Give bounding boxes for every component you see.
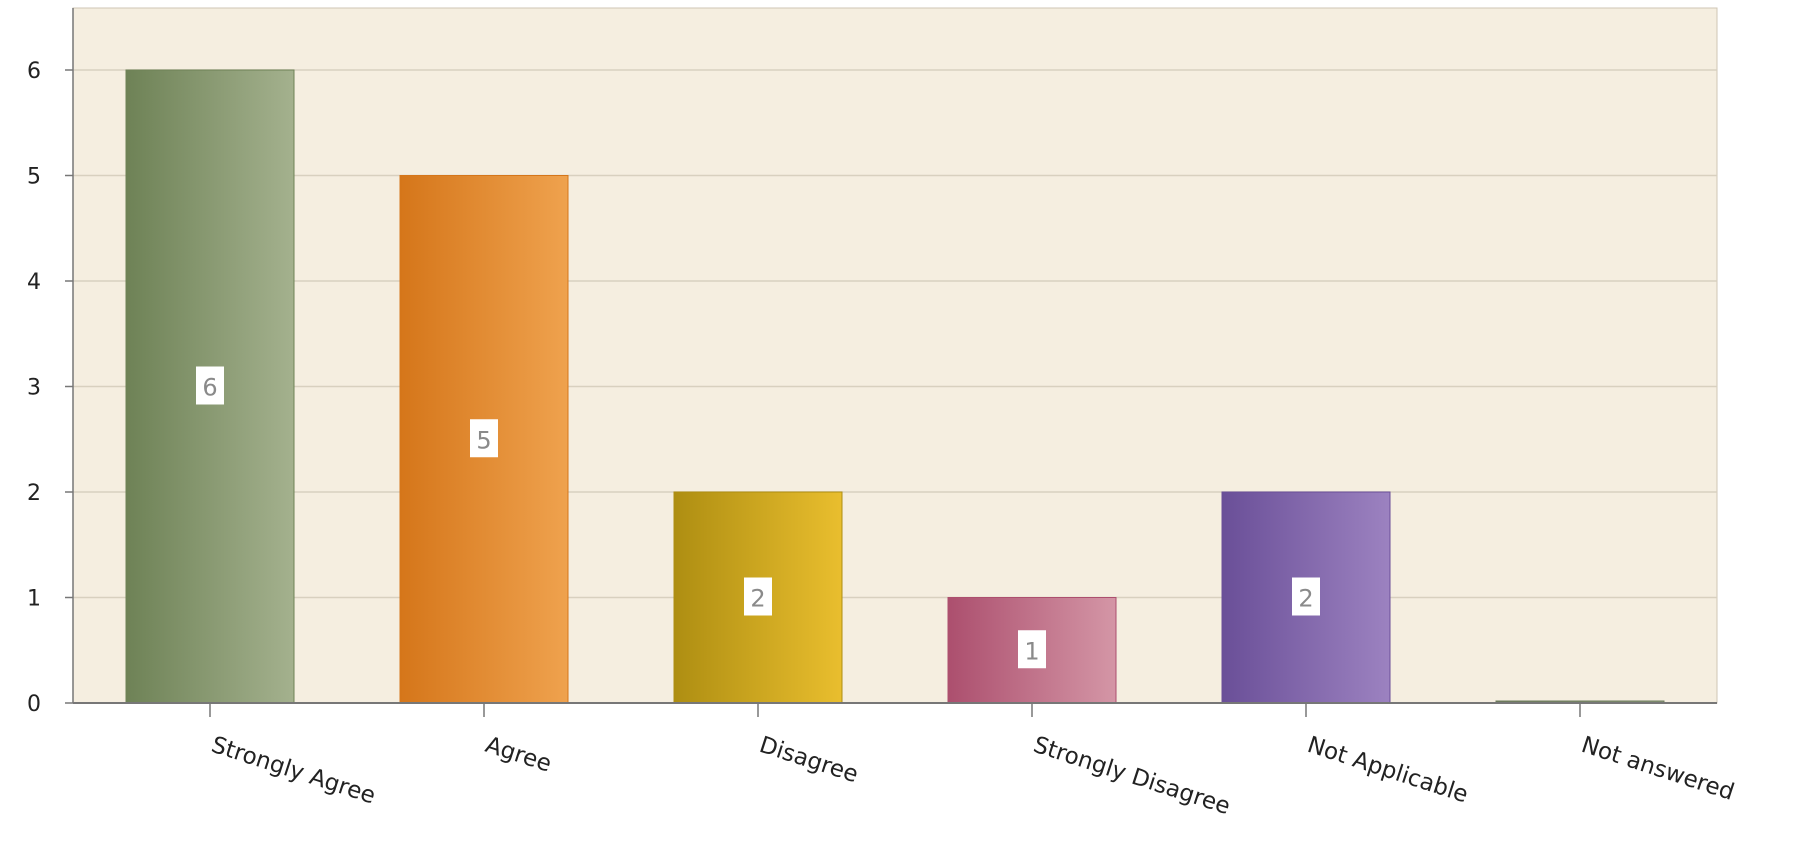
data-label: 5 [470,419,498,458]
y-tick-label: 6 [27,59,41,84]
y-tick-label: 1 [27,587,41,612]
plot-area [72,7,1718,704]
x-tick-label: Agree [482,732,554,778]
y-tick-label: 4 [27,270,41,295]
data-label-box [470,419,498,458]
data-label-box [1018,630,1046,669]
data-label: 2 [1292,577,1320,616]
data-label-text: 6 [202,374,217,402]
x-tick-label: Not Applicable [1304,732,1471,808]
x-axis: Strongly Agree Agree Disagree Strongly Disa… [73,702,1737,820]
data-label-text: 2 [750,585,765,613]
data-label: 2 [744,577,772,616]
data-label-text: 1 [1024,637,1039,665]
data-label-box [1292,577,1320,616]
data-label: 6 [196,366,224,405]
y-tick-label: 5 [27,165,41,190]
y-axis: 0 1 2 3 4 5 6 [27,8,74,717]
data-labels: 6 5 2 1 2 [196,366,1320,669]
gridlines [73,69,1717,599]
data-label: 1 [1018,630,1046,669]
data-label-box [744,577,772,616]
data-label-box [196,366,224,405]
bars [125,69,1665,704]
x-tick-label: Strongly Agree [208,732,378,809]
y-tick-label: 2 [27,481,41,506]
x-tick-label: Strongly Disagree [1030,732,1233,820]
y-tick-label: 0 [27,692,41,717]
data-label-text: 5 [476,426,491,454]
y-tick-label: 3 [27,376,41,401]
x-tick-label: Not answered [1578,732,1737,806]
x-tick-label: Disagree [756,732,861,788]
data-label-text: 2 [1298,585,1313,613]
